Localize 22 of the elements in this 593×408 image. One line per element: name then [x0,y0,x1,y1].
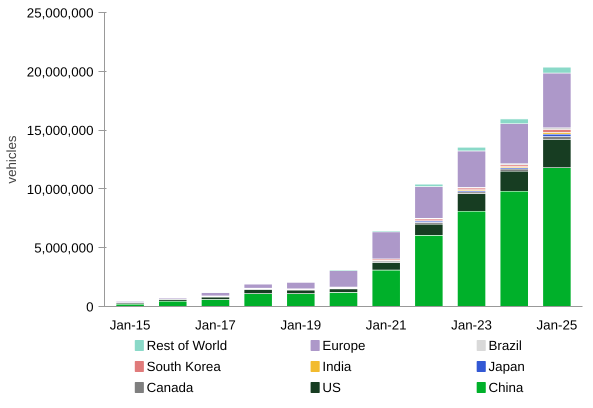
legend-label: Japan [488,359,525,374]
x-tick-label: Jan-15 [110,318,150,332]
x-tick-label: Jan-23 [451,318,492,332]
legend-label: China [488,380,524,395]
legend-label: Canada [146,380,194,395]
x-tick-label: Jan-25 [536,318,578,332]
legend-label: Rest of World [146,338,228,353]
y-tick-label: 20,000,000 [26,64,94,80]
y-tick-label: 0 [86,300,94,314]
y-tick-label: 10,000,000 [26,182,94,197]
y-tick-label: 5,000,000 [34,240,94,256]
legend-label: US [322,380,342,395]
legend-label: Europe [322,338,366,353]
x-tick-label: Jan-19 [280,318,322,332]
legend-label: South Korea [146,359,222,374]
legend-label: India [322,359,352,374]
legend-label: Brazil [488,338,522,353]
y-tick-label: 25,000,000 [26,6,94,20]
x-tick-label: Jan-17 [195,318,236,332]
x-tick-label: Jan-21 [366,318,407,332]
y-tick-label: 15,000,000 [26,123,94,138]
y-axis-title: vehicles [4,135,19,184]
